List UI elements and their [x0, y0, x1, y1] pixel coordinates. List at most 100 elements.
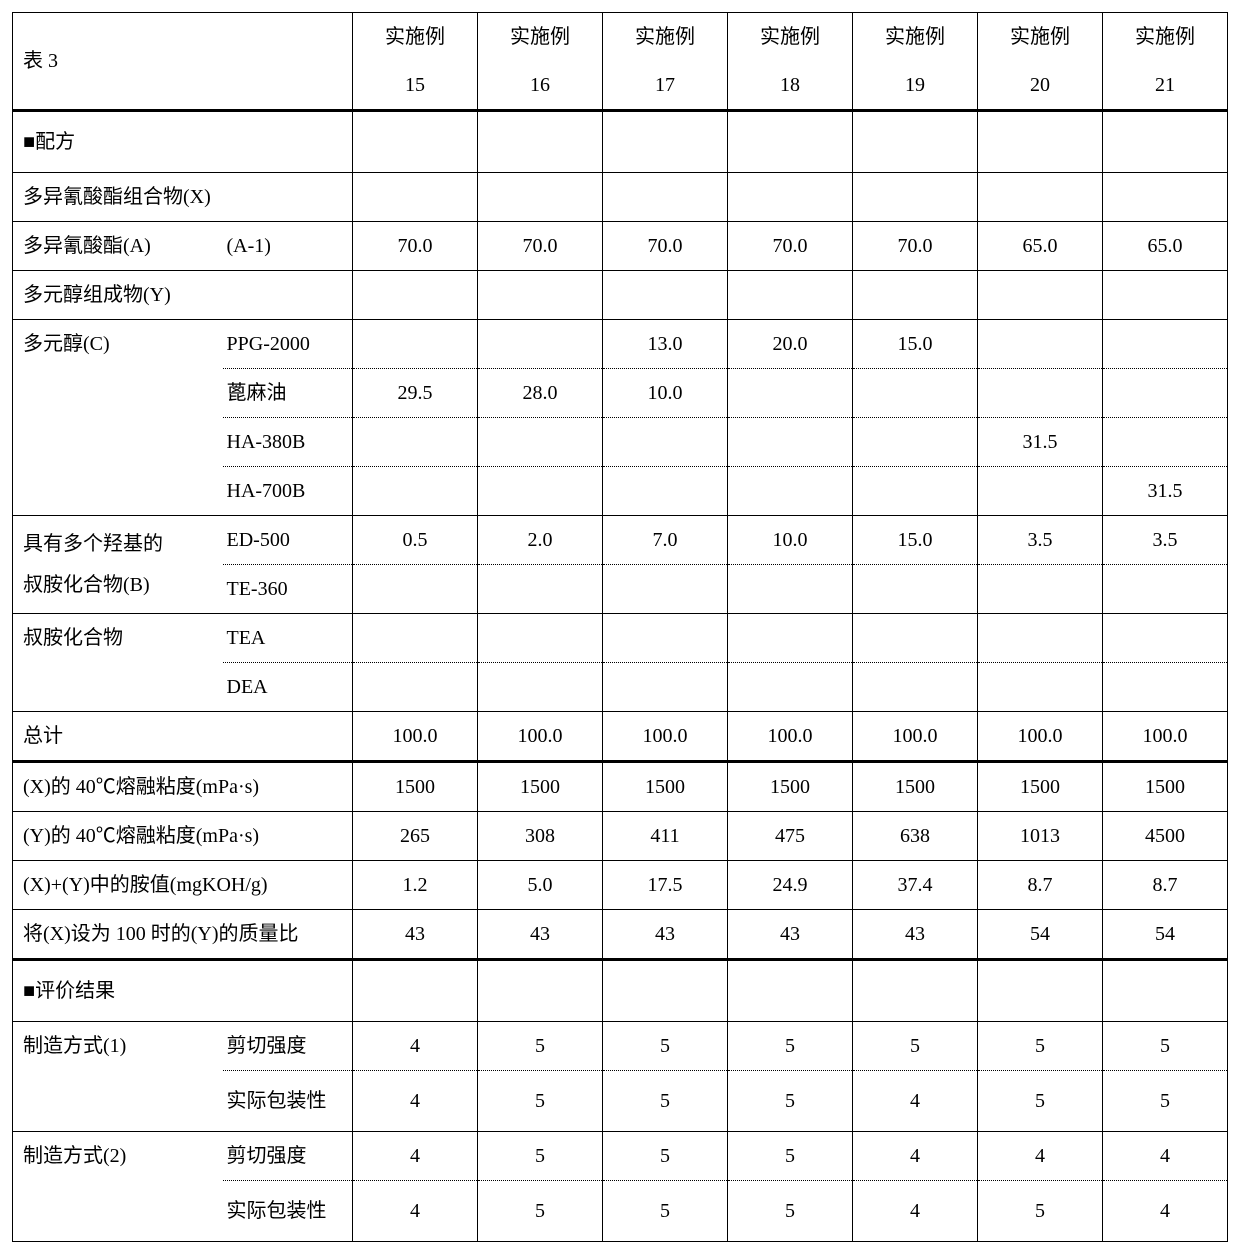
cell: [478, 663, 603, 712]
col-head-num: 18: [728, 61, 853, 111]
row-sublabel: 剪切强度: [223, 1022, 353, 1071]
cell: 0.5: [353, 516, 478, 565]
cell: [728, 565, 853, 614]
cell: [728, 614, 853, 663]
cell: 43: [728, 910, 853, 960]
table-header-row: 表 3 实施例 实施例 实施例 实施例 实施例 实施例 实施例: [13, 13, 1228, 62]
cell: 8.7: [978, 861, 1103, 910]
section-eval: ■评价结果: [13, 960, 353, 1022]
cell: [603, 614, 728, 663]
cell: 100.0: [978, 712, 1103, 762]
col-head-prefix: 实施例: [728, 13, 853, 62]
cell: 1500: [1103, 762, 1228, 812]
cell: 24.9: [728, 861, 853, 910]
table-row: 多元醇组成物(Y): [13, 271, 1228, 320]
cell: 4: [353, 1181, 478, 1242]
cell: [1103, 320, 1228, 369]
cell: [978, 467, 1103, 516]
cell: [603, 467, 728, 516]
cell: [978, 320, 1103, 369]
row-label: 制造方式(1): [13, 1022, 223, 1132]
cell: 100.0: [728, 712, 853, 762]
row-sublabel: 实际包装性: [223, 1181, 353, 1242]
cell: 28.0: [478, 369, 603, 418]
cell: 4: [1103, 1181, 1228, 1242]
cell: 1500: [728, 762, 853, 812]
cell: [853, 663, 978, 712]
cell: 43: [478, 910, 603, 960]
cell: [353, 565, 478, 614]
cell: 3.5: [978, 516, 1103, 565]
cell: [353, 467, 478, 516]
row-sublabel: (A-1): [223, 222, 353, 271]
cell: [978, 111, 1103, 173]
cell: [1103, 418, 1228, 467]
cell: 5: [603, 1022, 728, 1071]
cell: 100.0: [1103, 712, 1228, 762]
cell: 100.0: [478, 712, 603, 762]
cell: [353, 614, 478, 663]
cell: 8.7: [1103, 861, 1228, 910]
cell: 5: [978, 1022, 1103, 1071]
cell: [603, 565, 728, 614]
cell: 5: [603, 1181, 728, 1242]
row-label: 多元醇(C): [13, 320, 223, 516]
cell: [728, 271, 853, 320]
cell: 5: [603, 1071, 728, 1132]
cell: 1500: [603, 762, 728, 812]
cell: 5: [728, 1181, 853, 1242]
col-head-prefix: 实施例: [603, 13, 728, 62]
row-label: 将(X)设为 100 时的(Y)的质量比: [13, 910, 353, 960]
cell: 100.0: [603, 712, 728, 762]
cell: [853, 111, 978, 173]
cell: 43: [603, 910, 728, 960]
row-label: 多异氰酸酯(A): [13, 222, 223, 271]
col-head-prefix: 实施例: [978, 13, 1103, 62]
cell: [603, 663, 728, 712]
table-row: (X)的 40℃熔融粘度(mPa·s) 1500 1500 1500 1500 …: [13, 762, 1228, 812]
row-sublabel: 剪切强度: [223, 1132, 353, 1181]
cell: [478, 467, 603, 516]
table-row: (Y)的 40℃熔融粘度(mPa·s) 265 308 411 475 638 …: [13, 812, 1228, 861]
cell: [353, 663, 478, 712]
cell: [978, 369, 1103, 418]
cell: [978, 173, 1103, 222]
cell: 20.0: [728, 320, 853, 369]
cell: 1500: [978, 762, 1103, 812]
row-label: 多元醇组成物(Y): [13, 271, 353, 320]
cell: 70.0: [478, 222, 603, 271]
table-row: 多异氰酸酯(A) (A-1) 70.0 70.0 70.0 70.0 70.0 …: [13, 222, 1228, 271]
cell: 5: [478, 1022, 603, 1071]
cell: 100.0: [353, 712, 478, 762]
cell: 265: [353, 812, 478, 861]
row-label: 制造方式(2): [13, 1132, 223, 1242]
cell: [353, 173, 478, 222]
cell: 37.4: [853, 861, 978, 910]
cell: [478, 320, 603, 369]
table-row: 叔胺化合物(B) TE-360: [13, 565, 1228, 614]
cell: 10.0: [728, 516, 853, 565]
cell: [853, 271, 978, 320]
cell: 4: [853, 1181, 978, 1242]
cell: [728, 663, 853, 712]
cell: 4: [978, 1132, 1103, 1181]
cell: [1103, 614, 1228, 663]
cell: 1013: [978, 812, 1103, 861]
cell: 5: [478, 1132, 603, 1181]
cell: 4: [353, 1132, 478, 1181]
section-recipe: ■配方: [13, 111, 353, 173]
cell: 638: [853, 812, 978, 861]
table-row: 制造方式(2) 剪切强度 4 5 5 5 4 4 4: [13, 1132, 1228, 1181]
row-sublabel: TEA: [223, 614, 353, 663]
cell: 4500: [1103, 812, 1228, 861]
cell: [978, 663, 1103, 712]
cell: 5: [978, 1071, 1103, 1132]
col-head-num: 21: [1103, 61, 1228, 111]
data-table: 表 3 实施例 实施例 实施例 实施例 实施例 实施例 实施例 15 16 17…: [12, 12, 1228, 1242]
cell: [478, 614, 603, 663]
cell: 43: [853, 910, 978, 960]
table-title: 表 3: [13, 13, 353, 111]
cell: 4: [853, 1132, 978, 1181]
cell: [853, 565, 978, 614]
cell: [478, 271, 603, 320]
